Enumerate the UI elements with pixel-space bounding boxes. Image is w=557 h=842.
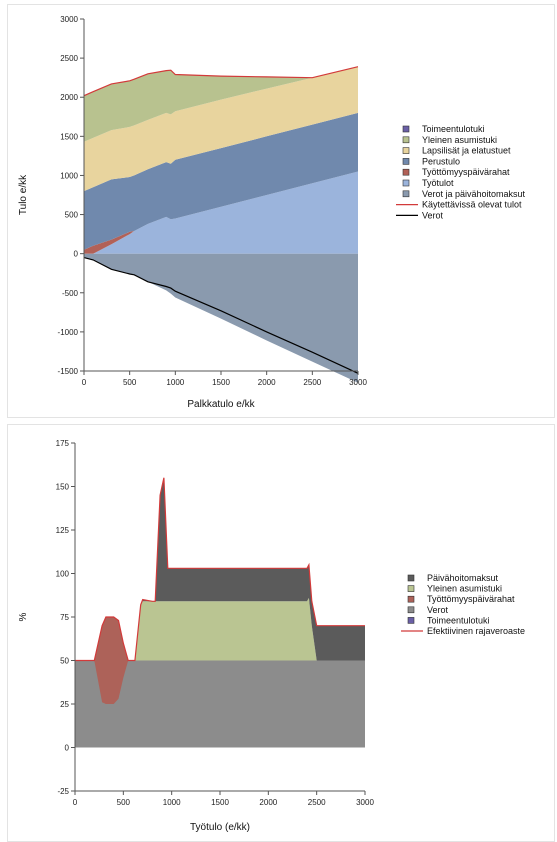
x-tick-label: 2000 xyxy=(258,378,276,387)
legend-label: Päivähoitomaksut xyxy=(427,573,499,583)
y-tick-label: -500 xyxy=(62,289,79,298)
y-tick-label: 75 xyxy=(60,613,69,622)
x-axis-label: Työtulo (e/kk) xyxy=(190,822,250,833)
line-kaytettavissa-olevat-tulot xyxy=(83,66,359,97)
y-tick-label: 125 xyxy=(56,526,70,535)
y-tick-label: 2000 xyxy=(60,93,78,102)
y-tick-label: 100 xyxy=(56,570,70,579)
legend-swatch-tyottomyyspaivarahat xyxy=(407,595,415,603)
x-tick-label: 1500 xyxy=(211,798,229,807)
y-tick-label: 175 xyxy=(56,439,70,448)
y-tick-label: 1500 xyxy=(60,132,78,141)
y-tick-label: 3000 xyxy=(60,15,78,24)
area-verot xyxy=(75,660,365,748)
legend-label: Työttömyyspäivärahat xyxy=(422,167,510,177)
legend-label: Toimeentulotuki xyxy=(422,124,485,134)
area-paivahoitomaksut xyxy=(75,477,365,661)
x-tick-label: 2500 xyxy=(308,798,326,807)
x-axis-label: Palkkatulo e/kk xyxy=(187,399,255,410)
legend-swatch-verot-ja-paivahoitomaksut xyxy=(402,190,410,198)
x-tick-label: 1000 xyxy=(163,798,181,807)
x-tick-label: 1000 xyxy=(166,378,184,387)
x-tick-label: 500 xyxy=(117,798,131,807)
area-verot-ja-paivahoitomaksut xyxy=(84,253,358,383)
legend-swatch-tyottomyyspaivarahat xyxy=(402,168,410,176)
y-tick-label: 1000 xyxy=(60,171,78,180)
legend-label: Työtulot xyxy=(422,178,454,188)
legend-label: Verot xyxy=(422,210,444,220)
y-tick-label: -1500 xyxy=(58,367,79,376)
legend-swatch-yleinen-asumistuki xyxy=(407,585,415,592)
y-axis-label: % xyxy=(18,612,29,621)
x-tick-label: 3000 xyxy=(349,378,367,387)
y-tick-label: 150 xyxy=(56,483,70,492)
legend-label: Perustulo xyxy=(422,156,460,166)
x-tick-label: 2000 xyxy=(259,798,277,807)
y-tick-label: 0 xyxy=(74,250,79,259)
y-tick-label: 25 xyxy=(60,700,69,709)
y-tick-label: 50 xyxy=(60,657,69,666)
legend-swatch-perustulo xyxy=(402,158,410,165)
y-tick-label: 0 xyxy=(65,744,70,753)
legend-label: Yleinen asumistuki xyxy=(422,135,497,145)
legend-label: Käytettävissä olevat tulot xyxy=(422,200,522,210)
x-tick-label: 500 xyxy=(123,378,137,387)
area-lapsilisat-ja-elatustuet xyxy=(84,66,358,192)
legend-label: Verot ja päivähoitomaksut xyxy=(422,189,526,199)
legend-swatch-toimeentulotuki xyxy=(407,617,415,624)
chart-panel-marginal-tax: -25 0 25 50 75 100 125 150 175 0 500 1000 1500 2000 25… xyxy=(7,424,555,842)
area-yleinen-asumistuki xyxy=(75,597,365,661)
x-tick-label: 2500 xyxy=(303,378,321,387)
x-tick-label: 3000 xyxy=(356,798,374,807)
legend-swatch-paivahoitomaksut xyxy=(407,574,415,582)
legend-label: Efektiivinen rajaveroaste xyxy=(427,626,525,636)
x-tick-label: 0 xyxy=(82,378,87,387)
y-tick-label: -25 xyxy=(57,787,69,796)
y-tick-label: 500 xyxy=(65,211,79,220)
legend-swatch-tyotulot xyxy=(402,179,410,187)
x-tick-label: 0 xyxy=(73,798,78,807)
area-perustulo xyxy=(84,112,358,250)
y-tick-label: -1000 xyxy=(58,328,79,337)
legend-label: Toimeentulotuki xyxy=(427,615,490,625)
x-tick-label: 1500 xyxy=(212,378,230,387)
area-tyottomyyspaivarahat xyxy=(75,617,365,704)
legend-swatch-lapsilisat-ja-elatustuet xyxy=(402,147,410,154)
legend-label: Yleinen asumistuki xyxy=(427,584,502,594)
legend-swatch-verot xyxy=(407,606,415,614)
area-yleinen-asumistuki xyxy=(84,66,358,142)
legend-label: Verot xyxy=(427,605,449,615)
legend-swatch-yleinen-asumistuki xyxy=(402,136,410,144)
line-verot xyxy=(83,257,359,374)
chart-panel-income: -1500 -1000 -500 0 500 1000 1500 2000 2500 3000 0 5… xyxy=(7,4,555,418)
legend-label: Lapsilisät ja elatustuet xyxy=(422,146,511,156)
line-efektiivinen-rajaveroaste xyxy=(75,477,365,662)
y-tick-label: 2500 xyxy=(60,54,78,63)
marginal-tax-chart: -25 0 25 50 75 100 125 150 175 0 500 1000 1500 2000 25… xyxy=(18,439,525,833)
legend-label: Työttömyyspäivärahat xyxy=(427,594,515,604)
income-chart: -1500 -1000 -500 0 500 1000 1500 2000 2500 3000 0 5… xyxy=(18,15,526,410)
area-tyotulot xyxy=(84,171,358,254)
y-axis-label: Tulo e/kk xyxy=(18,174,29,215)
legend-swatch-toimeentulotuki xyxy=(402,125,410,133)
